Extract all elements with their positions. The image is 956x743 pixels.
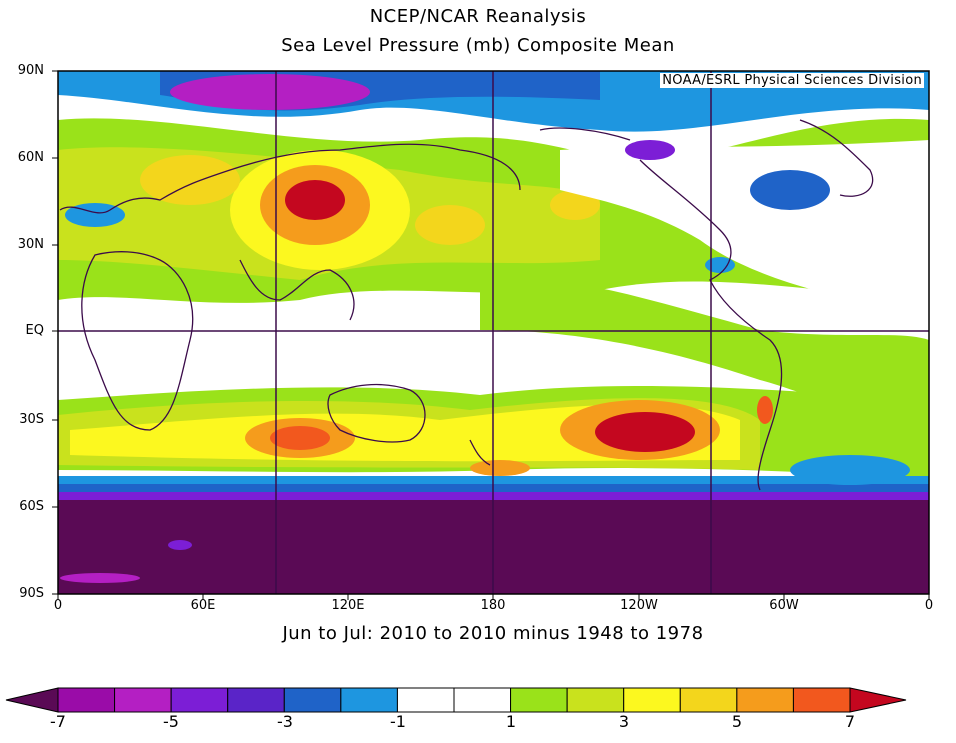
colorbar-swatch (510, 687, 568, 713)
colorbar-label: 1 (505, 712, 517, 731)
graticule (58, 71, 929, 594)
lon-tick-label: 60E (190, 598, 216, 613)
colorbar-swatch (736, 687, 794, 713)
lat-tick-label: 30N (17, 237, 44, 252)
colorbar-swatch (792, 687, 851, 713)
lon-tick-label: 0 (924, 598, 934, 613)
coastlines (59, 119, 874, 491)
period-label: Jun to Jul: 2010 to 2010 minus 1948 to 1… (282, 623, 704, 644)
chart-subtitle: Sea Level Pressure (mb) Composite Mean (281, 35, 675, 56)
lon-tick-label: 120W (620, 598, 658, 613)
colorbar-label: 5 (731, 712, 743, 731)
chart-title: NCEP/NCAR Reanalysis (369, 6, 587, 27)
colorbar-swatch (114, 687, 172, 713)
colorbar-label: -7 (50, 712, 66, 731)
lon-tick-label: 120E (331, 598, 365, 613)
lat-tick-label: 90S (19, 586, 44, 601)
lat-tick-label: EQ (25, 323, 44, 338)
colorbar-swatch (453, 687, 512, 713)
colorbar-swatch (396, 687, 455, 713)
credit-label: NOAA/ESRL Physical Sciences Division (660, 73, 924, 88)
lon-tick-label: 180 (480, 598, 506, 613)
colorbar-label: -1 (390, 712, 406, 731)
colorbar (5, 687, 907, 713)
lat-tick-label: 90N (17, 63, 44, 78)
colorbar-swatch (566, 687, 625, 713)
lon-tick-label: 60W (769, 598, 799, 613)
colorbar-high-arrow (849, 687, 907, 713)
axis-ticks (52, 70, 930, 600)
colorbar-swatch (340, 687, 398, 713)
colorbar-swatch (623, 687, 681, 713)
colorbar-label: -5 (163, 712, 179, 731)
lon-tick-label: 0 (53, 598, 63, 613)
lat-tick-label: 60N (17, 150, 44, 165)
lat-tick-label: 30S (19, 412, 44, 427)
colorbar-swatch (170, 687, 229, 713)
colorbar-swatch (57, 687, 116, 713)
colorbar-label: 7 (844, 712, 856, 731)
lat-tick-label: 60S (19, 499, 44, 514)
colorbar-low-arrow (5, 687, 59, 713)
colorbar-label: -3 (277, 712, 293, 731)
colorbar-swatch (227, 687, 285, 713)
colorbar-swatch (679, 687, 738, 713)
colorbar-label: 3 (618, 712, 630, 731)
colorbar-swatch (283, 687, 342, 713)
